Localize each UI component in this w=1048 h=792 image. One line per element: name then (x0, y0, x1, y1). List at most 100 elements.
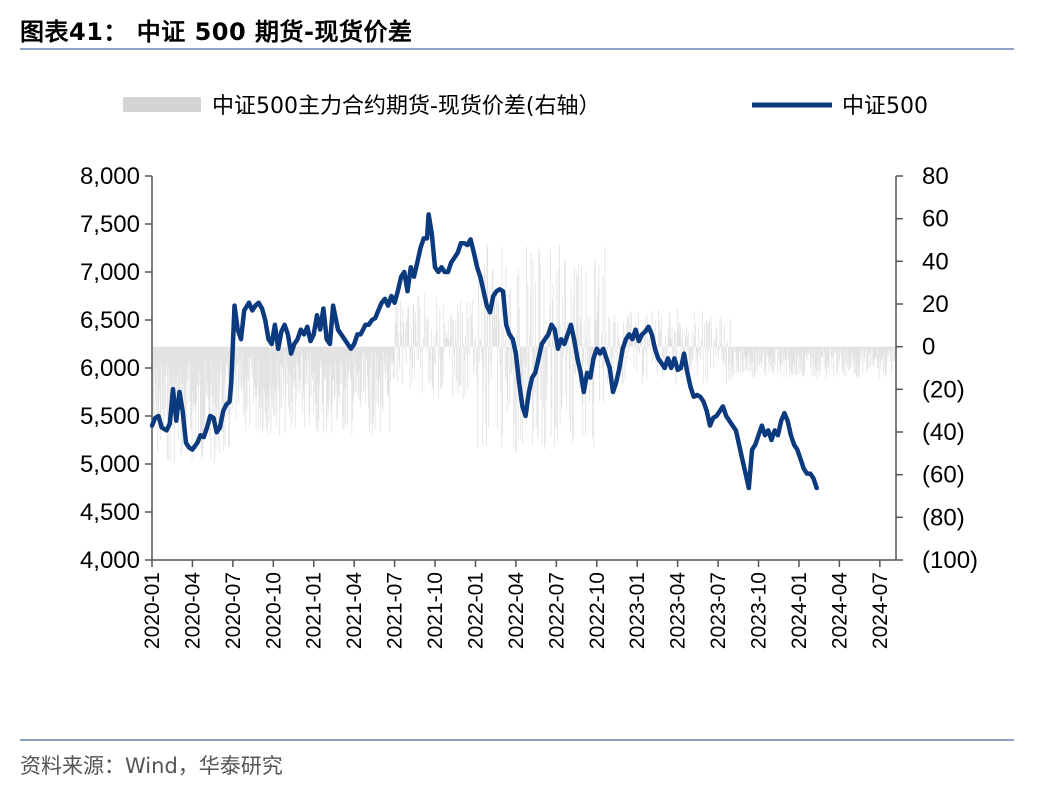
spread-bar (629, 311, 631, 347)
spread-bar (702, 346, 704, 385)
spread-bar (249, 346, 251, 427)
spread-bar (740, 346, 742, 349)
spread-bar (825, 346, 827, 379)
spread-bar (792, 346, 793, 375)
spread-bar (633, 346, 635, 367)
spread-bar (687, 336, 688, 347)
spread-bar (293, 346, 294, 367)
spread-bar (852, 346, 853, 355)
spread-bar (886, 346, 888, 365)
spread-bar (566, 346, 568, 411)
spread-bar (206, 346, 208, 396)
x-tick-label: 2020-01 (141, 572, 164, 649)
spread-bar (818, 346, 820, 351)
spread-bar (808, 346, 809, 354)
spread-bar (256, 346, 258, 387)
x-tick-label: 2021-07 (384, 572, 407, 649)
spread-bar (223, 346, 225, 451)
spread-bar (571, 335, 573, 347)
spread-bar (732, 346, 734, 367)
x-tick-label: 2023-07 (707, 572, 730, 649)
spread-bar (788, 346, 790, 369)
spread-bar (324, 346, 326, 379)
spread-bar (803, 346, 805, 373)
spread-bar (725, 346, 727, 354)
spread-bar (498, 319, 500, 347)
spread-bar (713, 346, 714, 368)
spread-bar (444, 323, 446, 347)
spread-bar (249, 346, 251, 359)
spread-bar (863, 346, 865, 358)
spread-bar (784, 346, 786, 354)
spread-bar (189, 346, 191, 402)
spread-bar (275, 346, 277, 427)
spread-bar (289, 346, 291, 377)
spread-bar (668, 336, 670, 347)
legend-label-index: 中证500 (842, 94, 928, 119)
spread-bar (346, 346, 348, 427)
spread-bar (796, 346, 798, 375)
spread-bar (406, 320, 408, 347)
spread-bar (591, 346, 593, 354)
spread-bar (387, 346, 389, 397)
spread-bar (308, 346, 310, 414)
spread-bar (678, 333, 680, 347)
spread-bar (778, 346, 780, 359)
spread-bar (579, 317, 581, 347)
spread-bar (394, 346, 395, 379)
spread-bar (650, 346, 652, 353)
spread-bar (314, 346, 316, 371)
spread-bar (752, 346, 754, 362)
spread-bar (161, 346, 163, 366)
spread-bar (884, 346, 886, 350)
spread-bar (814, 346, 816, 377)
spread-bar (693, 346, 694, 357)
spread-bar (184, 346, 186, 401)
spread-bar (271, 346, 273, 407)
spread-bar (479, 337, 481, 347)
spread-bar (333, 346, 335, 380)
spread-bar (412, 346, 414, 369)
spread-bar (572, 297, 574, 347)
spread-bar (580, 325, 582, 347)
spread-bar (363, 346, 365, 391)
spread-bar (791, 346, 793, 375)
spread-bar (301, 346, 303, 357)
spread-bar (448, 341, 450, 347)
spread-bar (723, 346, 725, 361)
spread-bar (777, 346, 779, 348)
spread-bar (344, 346, 346, 425)
spread-bar (390, 346, 392, 382)
spread-bar (398, 333, 399, 347)
spread-bars (152, 243, 897, 463)
spread-bar (211, 346, 212, 359)
spread-bar (860, 346, 862, 362)
spread-bar (774, 346, 776, 366)
y-left-tick-label: 4,500 (80, 499, 140, 526)
spread-bar (454, 346, 456, 375)
spread-bar (198, 346, 200, 372)
spread-bar (393, 346, 395, 361)
spread-bar (793, 346, 795, 362)
spread-bar (689, 346, 691, 370)
spread-bar (354, 346, 356, 391)
spread-bar (197, 346, 199, 383)
spread-bar (709, 346, 711, 370)
spread-bar (667, 327, 669, 347)
spread-bar (689, 346, 690, 383)
spread-bar (688, 346, 690, 360)
spread-bar (891, 346, 893, 370)
spread-bar (442, 346, 444, 379)
spread-bar (415, 322, 417, 347)
spread-bar (879, 346, 881, 357)
spread-bar (598, 265, 600, 347)
spread-bar (837, 346, 839, 368)
spread-bar (508, 294, 510, 347)
spread-bar (158, 346, 160, 402)
spread-bar (255, 346, 256, 398)
spread-bar (790, 346, 791, 357)
spread-bar (447, 337, 448, 347)
spread-bar (336, 346, 338, 422)
spread-bar (411, 346, 413, 384)
spread-bar (402, 307, 404, 347)
